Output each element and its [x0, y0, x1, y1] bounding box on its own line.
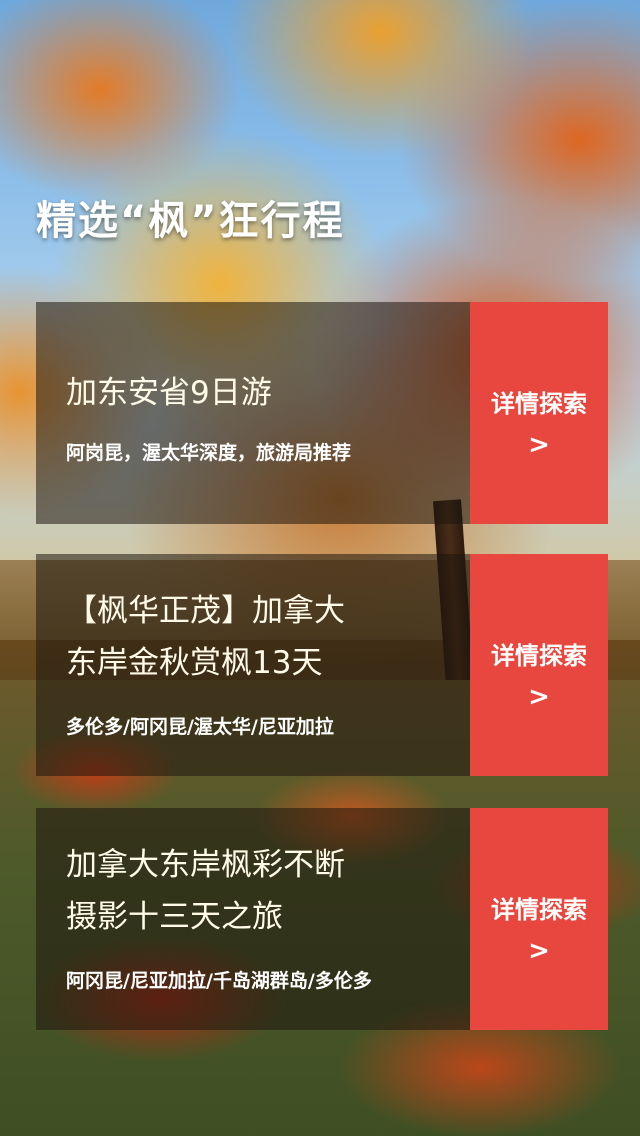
- tour-card: 【枫华正茂】加拿大 东岸金秋赏枫13天 多伦多/阿冈昆/渥太华/尼亚加拉 详情探…: [36, 554, 608, 776]
- chevron-right-icon: >: [528, 430, 550, 460]
- tour-card: 加拿大东岸枫彩不断 摄影十三天之旅 阿冈昆/尼亚加拉/千岛湖群岛/多伦多 详情探…: [36, 808, 608, 1030]
- explore-details-label: 详情探索: [491, 642, 587, 670]
- explore-details-button[interactable]: 详情探索 >: [470, 302, 608, 524]
- tour-title-line: 加拿大东岸枫彩不断: [66, 847, 345, 883]
- tour-card: 加东安省9日游 阿岗昆，渥太华深度，旅游局推荐 详情探索 >: [36, 302, 608, 524]
- tour-subtitle: 阿岗昆，渥太华深度，旅游局推荐: [66, 442, 352, 464]
- tour-title: 加东安省9日游: [66, 375, 272, 411]
- explore-details-button[interactable]: 详情探索 >: [470, 808, 608, 1030]
- page-title: 精选“枫”狂行程: [36, 198, 345, 244]
- explore-details-label: 详情探索: [491, 896, 587, 924]
- tour-title-line: 【枫华正茂】加拿大: [66, 593, 345, 629]
- explore-details-label: 详情探索: [491, 390, 587, 418]
- tour-title-line: 摄影十三天之旅: [66, 899, 283, 935]
- explore-details-button[interactable]: 详情探索 >: [470, 554, 608, 776]
- tour-card-info[interactable]: 【枫华正茂】加拿大 东岸金秋赏枫13天 多伦多/阿冈昆/渥太华/尼亚加拉: [36, 554, 470, 776]
- tour-card-info[interactable]: 加拿大东岸枫彩不断 摄影十三天之旅 阿冈昆/尼亚加拉/千岛湖群岛/多伦多: [36, 808, 470, 1030]
- tour-card-info[interactable]: 加东安省9日游 阿岗昆，渥太华深度，旅游局推荐: [36, 302, 470, 524]
- chevron-right-icon: >: [528, 682, 550, 712]
- tour-subtitle: 阿冈昆/尼亚加拉/千岛湖群岛/多伦多: [66, 970, 372, 992]
- tour-title-line: 东岸金秋赏枫13天: [66, 645, 323, 681]
- tour-subtitle: 多伦多/阿冈昆/渥太华/尼亚加拉: [66, 716, 334, 738]
- chevron-right-icon: >: [528, 936, 550, 966]
